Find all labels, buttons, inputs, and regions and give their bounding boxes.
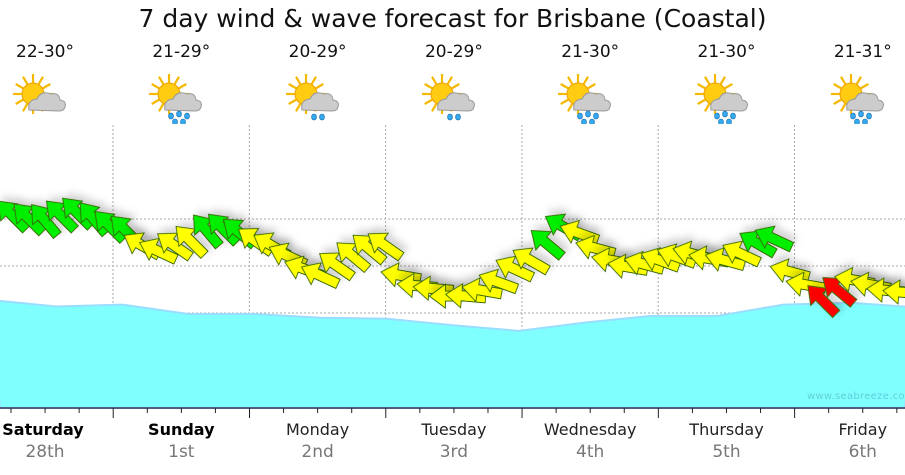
day-label: Saturday	[2, 420, 84, 439]
day-label: Wednesday	[543, 420, 637, 439]
wind-arrow	[807, 285, 841, 319]
day-label: Sunday	[148, 420, 215, 439]
date-label: 6th	[848, 442, 877, 462]
wind-arrow	[319, 252, 356, 282]
wind-arrow	[754, 225, 795, 253]
temp-range: 21-29°	[152, 42, 211, 62]
date-label: 2nd	[301, 442, 334, 462]
date-label: 3rd	[439, 442, 469, 462]
day-label: Thursday	[689, 420, 764, 439]
wind-arrow	[300, 262, 341, 289]
temp-range: 21-31°	[833, 42, 892, 62]
wind-arrow	[822, 277, 858, 308]
temp-range: 20-29°	[288, 42, 347, 62]
wind-arrow	[722, 240, 762, 268]
wind-arrow	[157, 232, 194, 262]
day-label: Monday	[286, 420, 350, 439]
weather-showers-icon	[694, 74, 748, 124]
wind-arrow	[193, 214, 224, 250]
wind-arrow	[138, 237, 179, 265]
wind-arrow	[336, 242, 372, 274]
weather-light-showers-icon	[421, 74, 475, 121]
wind-arrow	[739, 230, 778, 259]
day-label: Friday	[838, 420, 888, 439]
wave-height-area	[0, 299, 905, 409]
temp-range: 22-30°	[16, 42, 74, 62]
wind-arrow	[530, 230, 566, 261]
day-label: Tuesday	[421, 420, 487, 439]
watermark: www.seabreeze.com	[807, 391, 905, 402]
temp-range: 21-30°	[561, 42, 620, 62]
date-label: 4th	[576, 442, 605, 462]
wind-arrow	[882, 279, 905, 305]
wind-arrow	[461, 277, 503, 303]
weather-showers-icon	[558, 74, 612, 124]
wind-arrow	[495, 255, 536, 283]
wind-arrow	[512, 247, 551, 276]
wind-arrow	[31, 204, 62, 240]
date-label: 28th	[25, 442, 65, 462]
weather-showers-icon	[149, 74, 203, 124]
wind-arrow	[478, 268, 520, 295]
date-label: 1st	[168, 442, 195, 462]
temp-range: 20-29°	[424, 42, 483, 62]
wind-arrow	[367, 232, 405, 262]
temp-range: 21-30°	[697, 42, 756, 62]
chart-title: 7 day wind & wave forecast for Brisbane …	[138, 4, 767, 33]
weather-showers-icon	[830, 74, 884, 124]
weather-light-showers-icon	[285, 74, 339, 121]
wind-arrow	[45, 200, 79, 234]
date-label: 5th	[712, 442, 741, 462]
wind-arrow	[352, 234, 388, 266]
weather-partly-cloudy-icon	[13, 74, 66, 114]
wind-arrow	[175, 225, 209, 259]
